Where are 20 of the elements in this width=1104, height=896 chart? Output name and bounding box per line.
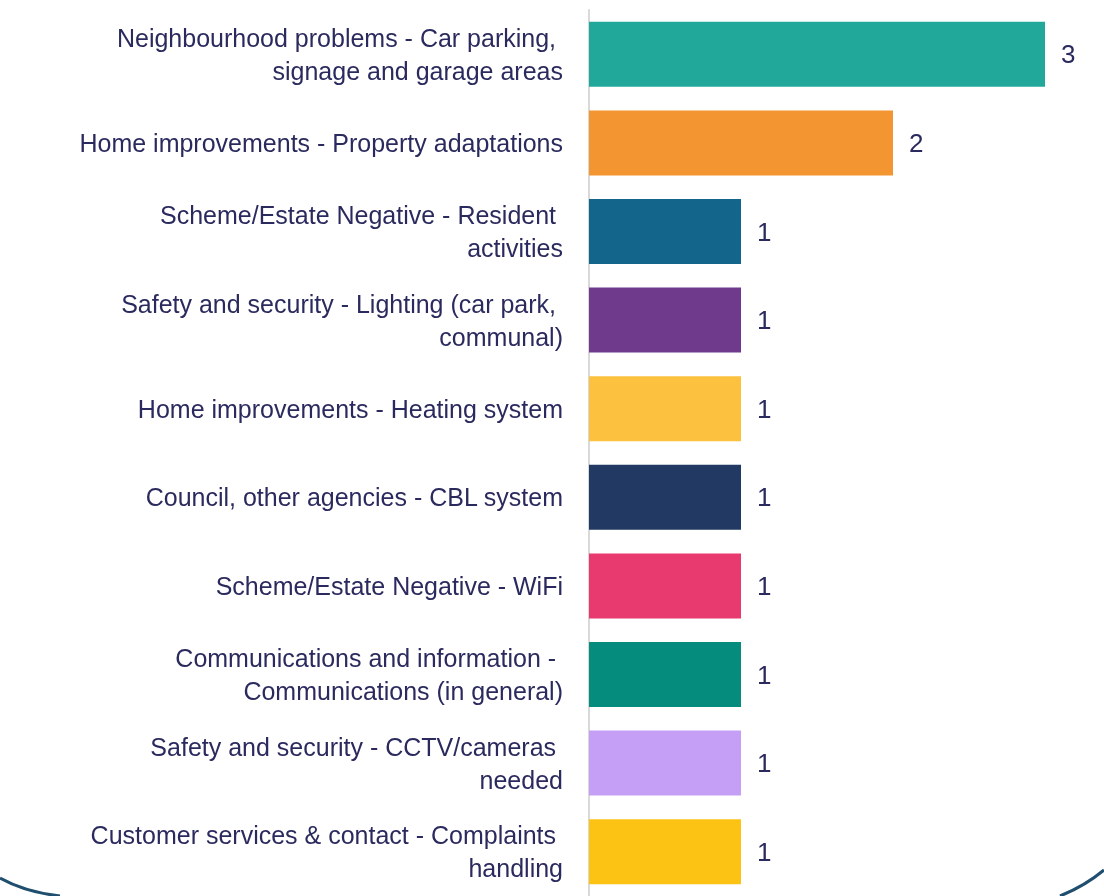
data-label: 1	[757, 570, 772, 601]
data-label: 2	[909, 127, 924, 158]
y-tick-label: Neighbourhood problems - Car parking, signage and garage areas	[116, 23, 563, 85]
data-label: 1	[757, 393, 772, 424]
data-label: 1	[757, 305, 772, 336]
y-tick-label: Communications and information - Communications (in general)	[175, 644, 563, 705]
y-tick-label: Safety and security - CCTV/cameras needed	[150, 732, 563, 794]
y-tick-label: Scheme/Estate Negative - WiFi	[215, 571, 563, 600]
y-tick-label: Home improvements - Property adaptations	[79, 128, 563, 157]
y-tick-label: Safety and security - Lighting (car park, communal)	[121, 289, 563, 351]
y-tick-label: Scheme/Estate Negative - Resident activities	[160, 201, 563, 262]
data-label: 1	[757, 659, 772, 690]
y-tick-label: Home improvements - Heating system	[137, 394, 563, 423]
data-label: 1	[757, 748, 772, 779]
data-label: 3	[1061, 39, 1076, 70]
y-tick-label: Customer services & contact - Complaints handling	[90, 821, 563, 883]
data-label: 1	[757, 482, 772, 513]
y-tick-label: Council, other agencies - CBL system	[145, 483, 563, 512]
data-label: 1	[757, 836, 772, 867]
data-label: 1	[757, 216, 772, 247]
